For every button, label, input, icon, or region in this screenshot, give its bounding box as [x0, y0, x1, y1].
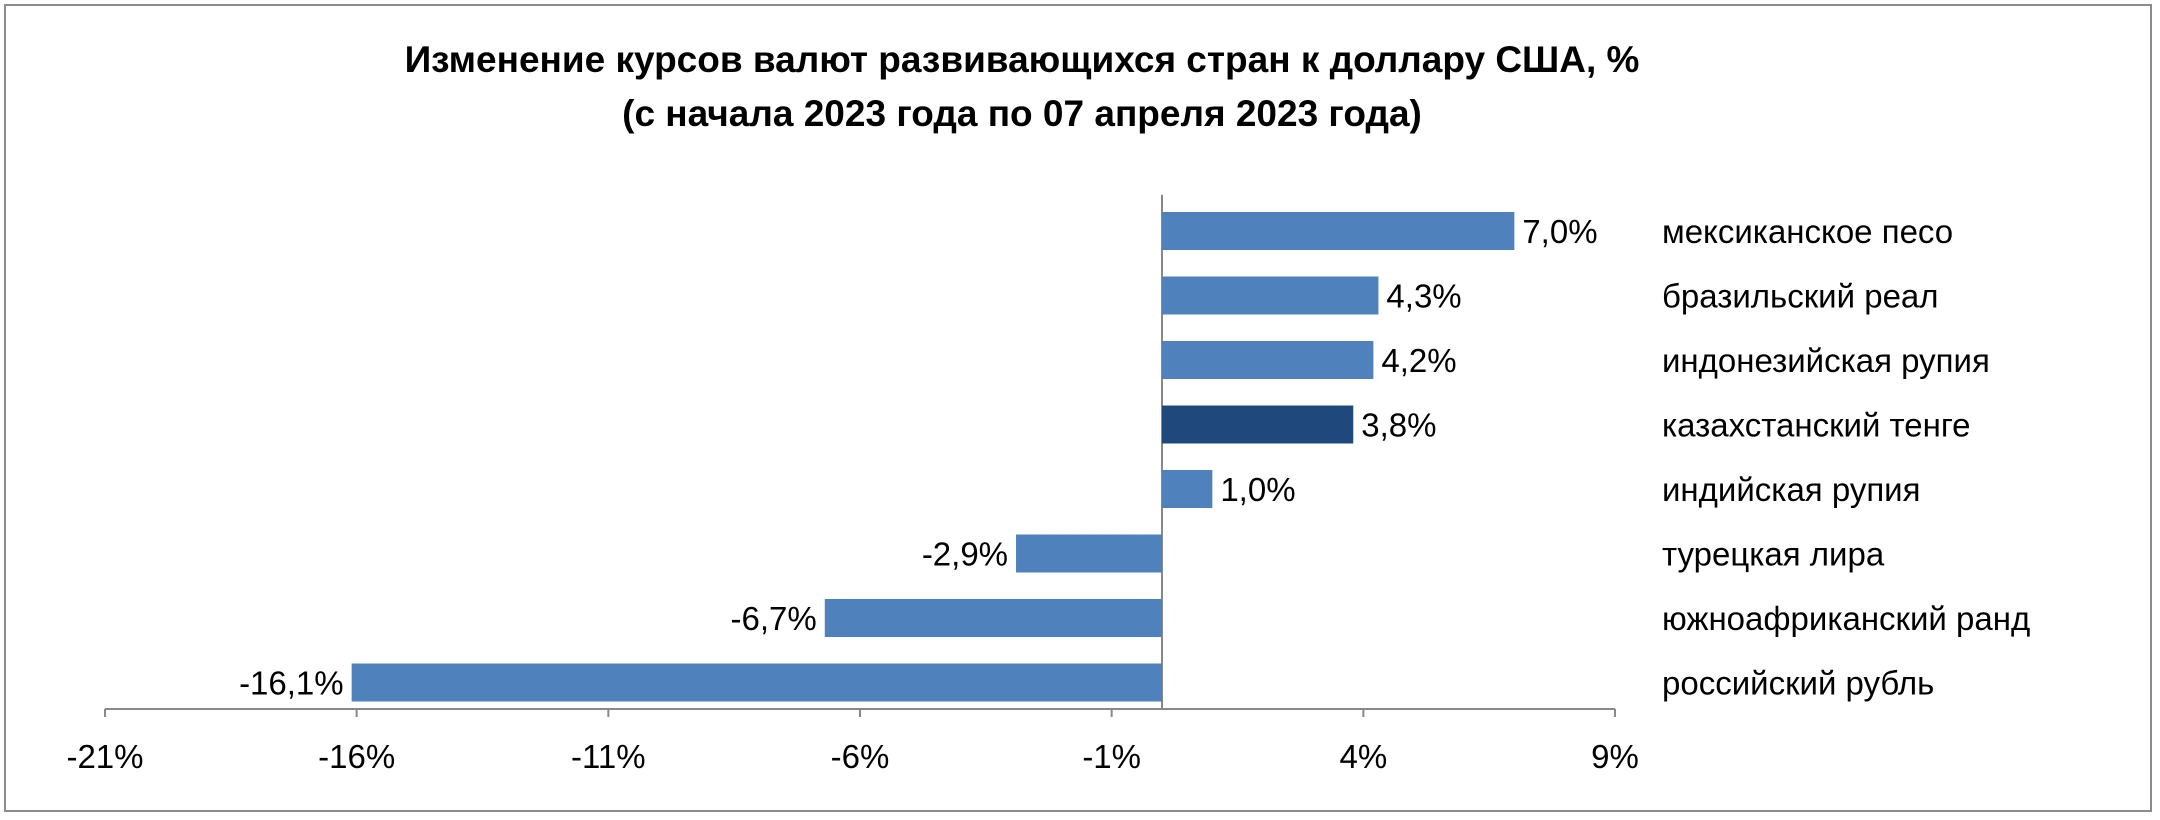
- category-label: бразильский реал: [1662, 278, 1939, 315]
- bar: [1162, 212, 1515, 250]
- chart-subtitle: (с начала 2023 года по 07 апреля 2023 го…: [622, 93, 1422, 134]
- x-tick-label: -11%: [571, 738, 646, 775]
- bar-value-label: 4,3%: [1386, 278, 1461, 315]
- category-label: мексиканское песо: [1662, 213, 1953, 250]
- bar-value-label: -16,1%: [239, 665, 344, 702]
- x-tick-label: -21%: [66, 738, 143, 775]
- x-tick-label: -1%: [1082, 738, 1141, 775]
- category-label: турецкая лира: [1662, 536, 1885, 573]
- bars: [351, 212, 1515, 702]
- value-labels: 7,0% 4,3% 4,2% 3,8% 1,0% -2,9% -6,7% -16,1%: [239, 213, 1597, 702]
- category-labels: мексиканское песо бразильский реал индонез…: [1662, 213, 2030, 702]
- bar: [824, 599, 1162, 637]
- bar-value-label: -2,9%: [922, 536, 1008, 573]
- category-label: казахстанский тенге: [1662, 407, 1971, 444]
- bar-value-label: 1,0%: [1220, 471, 1295, 508]
- chart-title: Изменение курсов валют развивающихся стр…: [405, 39, 1640, 80]
- category-label: индийская рупия: [1662, 471, 1921, 508]
- bar-value-label: 3,8%: [1361, 407, 1436, 444]
- x-axis: -21% -16% -11% -6% -1% 4% 9%: [66, 194, 1639, 775]
- bar: [1162, 276, 1379, 315]
- x-tick-label: 4%: [1339, 738, 1387, 775]
- category-label: южноафриканский ранд: [1662, 600, 2030, 637]
- bar-value-label: 7,0%: [1522, 213, 1597, 250]
- bar: [1162, 405, 1354, 444]
- x-tick-label: -16%: [318, 738, 395, 775]
- bar-value-label: -6,7%: [731, 600, 817, 637]
- bar: [1016, 534, 1162, 573]
- x-tick-label: 9%: [1591, 738, 1639, 775]
- bar: [351, 663, 1163, 702]
- bar: [1162, 341, 1374, 379]
- bar: [1162, 470, 1213, 508]
- category-label: российский рубль: [1662, 665, 1934, 702]
- x-tick-label: -6%: [831, 738, 890, 775]
- category-label: индонезийская рупия: [1662, 342, 1990, 379]
- bar-value-label: 4,2%: [1381, 342, 1456, 379]
